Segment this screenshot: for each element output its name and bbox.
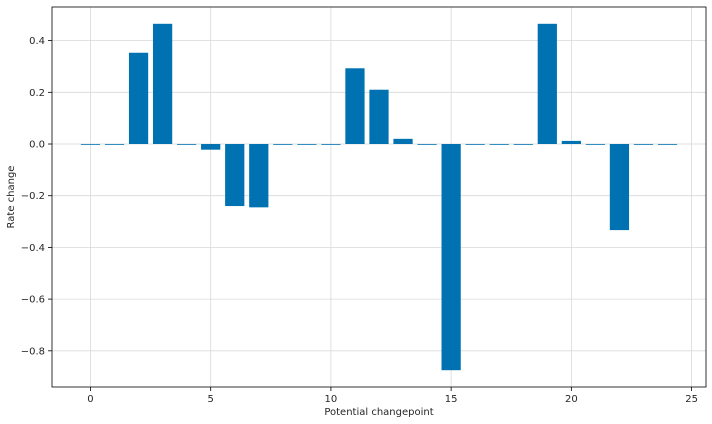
x-tick-label: 15 <box>445 394 458 405</box>
x-tick-label: 25 <box>685 394 698 405</box>
plot-frame <box>51 6 707 388</box>
y-tick-label: 0.0 <box>29 140 45 151</box>
x-tick-label: 5 <box>208 394 214 405</box>
bar <box>489 144 509 145</box>
y-tick-label: −0.6 <box>21 295 45 306</box>
bar <box>152 23 173 145</box>
bar <box>609 144 630 231</box>
bar <box>633 144 654 145</box>
y-tick-label: 0.2 <box>29 88 45 99</box>
bar <box>128 52 149 145</box>
bar <box>201 144 221 150</box>
bar <box>104 144 125 145</box>
grid-lines <box>52 7 706 387</box>
x-tick-label: 20 <box>565 394 578 405</box>
bar <box>273 144 293 145</box>
y-tick-label: −0.8 <box>21 346 45 357</box>
y-tick-label: −0.4 <box>21 243 45 254</box>
x-axis-label: Potential changepoint <box>324 407 433 418</box>
x-axis-ticks: 0 5 10 15 20 25 <box>87 387 698 405</box>
bar <box>465 144 485 145</box>
bar <box>513 144 533 145</box>
bar <box>369 89 389 145</box>
y-axis-ticks: −0.8 −0.6 −0.4 −0.2 0.0 0.2 0.4 <box>21 36 52 357</box>
x-tick-label: 0 <box>87 394 93 405</box>
bar <box>225 144 245 207</box>
y-tick-label: −0.2 <box>21 191 45 202</box>
bar <box>417 144 437 145</box>
y-axis-label: Rate change <box>6 166 17 229</box>
bars <box>80 23 678 371</box>
bar <box>393 138 413 145</box>
bar <box>249 144 269 208</box>
bar <box>345 68 365 145</box>
bar <box>177 144 197 145</box>
bar <box>80 144 101 145</box>
y-tick-label: 0.4 <box>29 36 45 47</box>
bar <box>537 23 557 145</box>
x-tick-label: 10 <box>325 394 338 405</box>
bar <box>561 140 581 145</box>
bar <box>321 144 341 145</box>
bar <box>585 144 606 145</box>
bar <box>297 144 317 145</box>
bar <box>441 144 461 371</box>
bar <box>657 144 678 145</box>
